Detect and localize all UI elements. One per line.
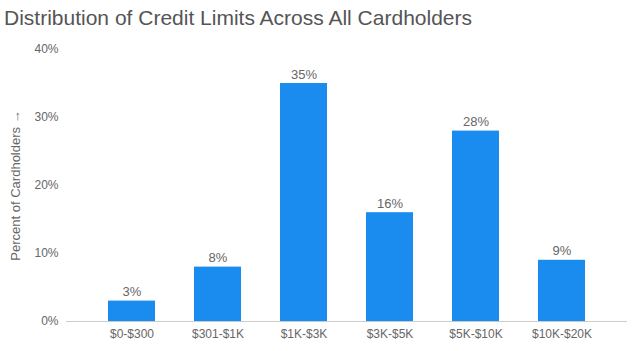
- svg-text:3%: 3%: [123, 284, 142, 299]
- svg-text:30%: 30%: [34, 110, 58, 124]
- svg-text:Percent of Cardholders →: Percent of Cardholders →: [8, 110, 23, 260]
- svg-text:$5K-$10K: $5K-$10K: [449, 327, 502, 341]
- svg-text:$0-$300: $0-$300: [110, 327, 154, 341]
- svg-text:9%: 9%: [553, 243, 572, 258]
- svg-text:35%: 35%: [291, 67, 317, 82]
- svg-text:20%: 20%: [34, 178, 58, 192]
- html-text:Distribution of Credit Limits: Distribution of Credit Limits Across All…: [4, 6, 472, 29]
- svg-text:10%: 10%: [34, 246, 58, 260]
- svg-text:$10K-$20K: $10K-$20K: [532, 327, 592, 341]
- svg-text:28%: 28%: [463, 114, 489, 129]
- svg-text:$301-$1K: $301-$1K: [192, 327, 244, 341]
- svg-text:40%: 40%: [34, 42, 58, 56]
- svg-text:$1K-$3K: $1K-$3K: [281, 327, 328, 341]
- svg-text:$3K-$5K: $3K-$5K: [367, 327, 414, 341]
- svg-text:8%: 8%: [209, 250, 228, 265]
- svg-text:16%: 16%: [377, 196, 403, 211]
- svg-text:0%: 0%: [41, 314, 59, 328]
